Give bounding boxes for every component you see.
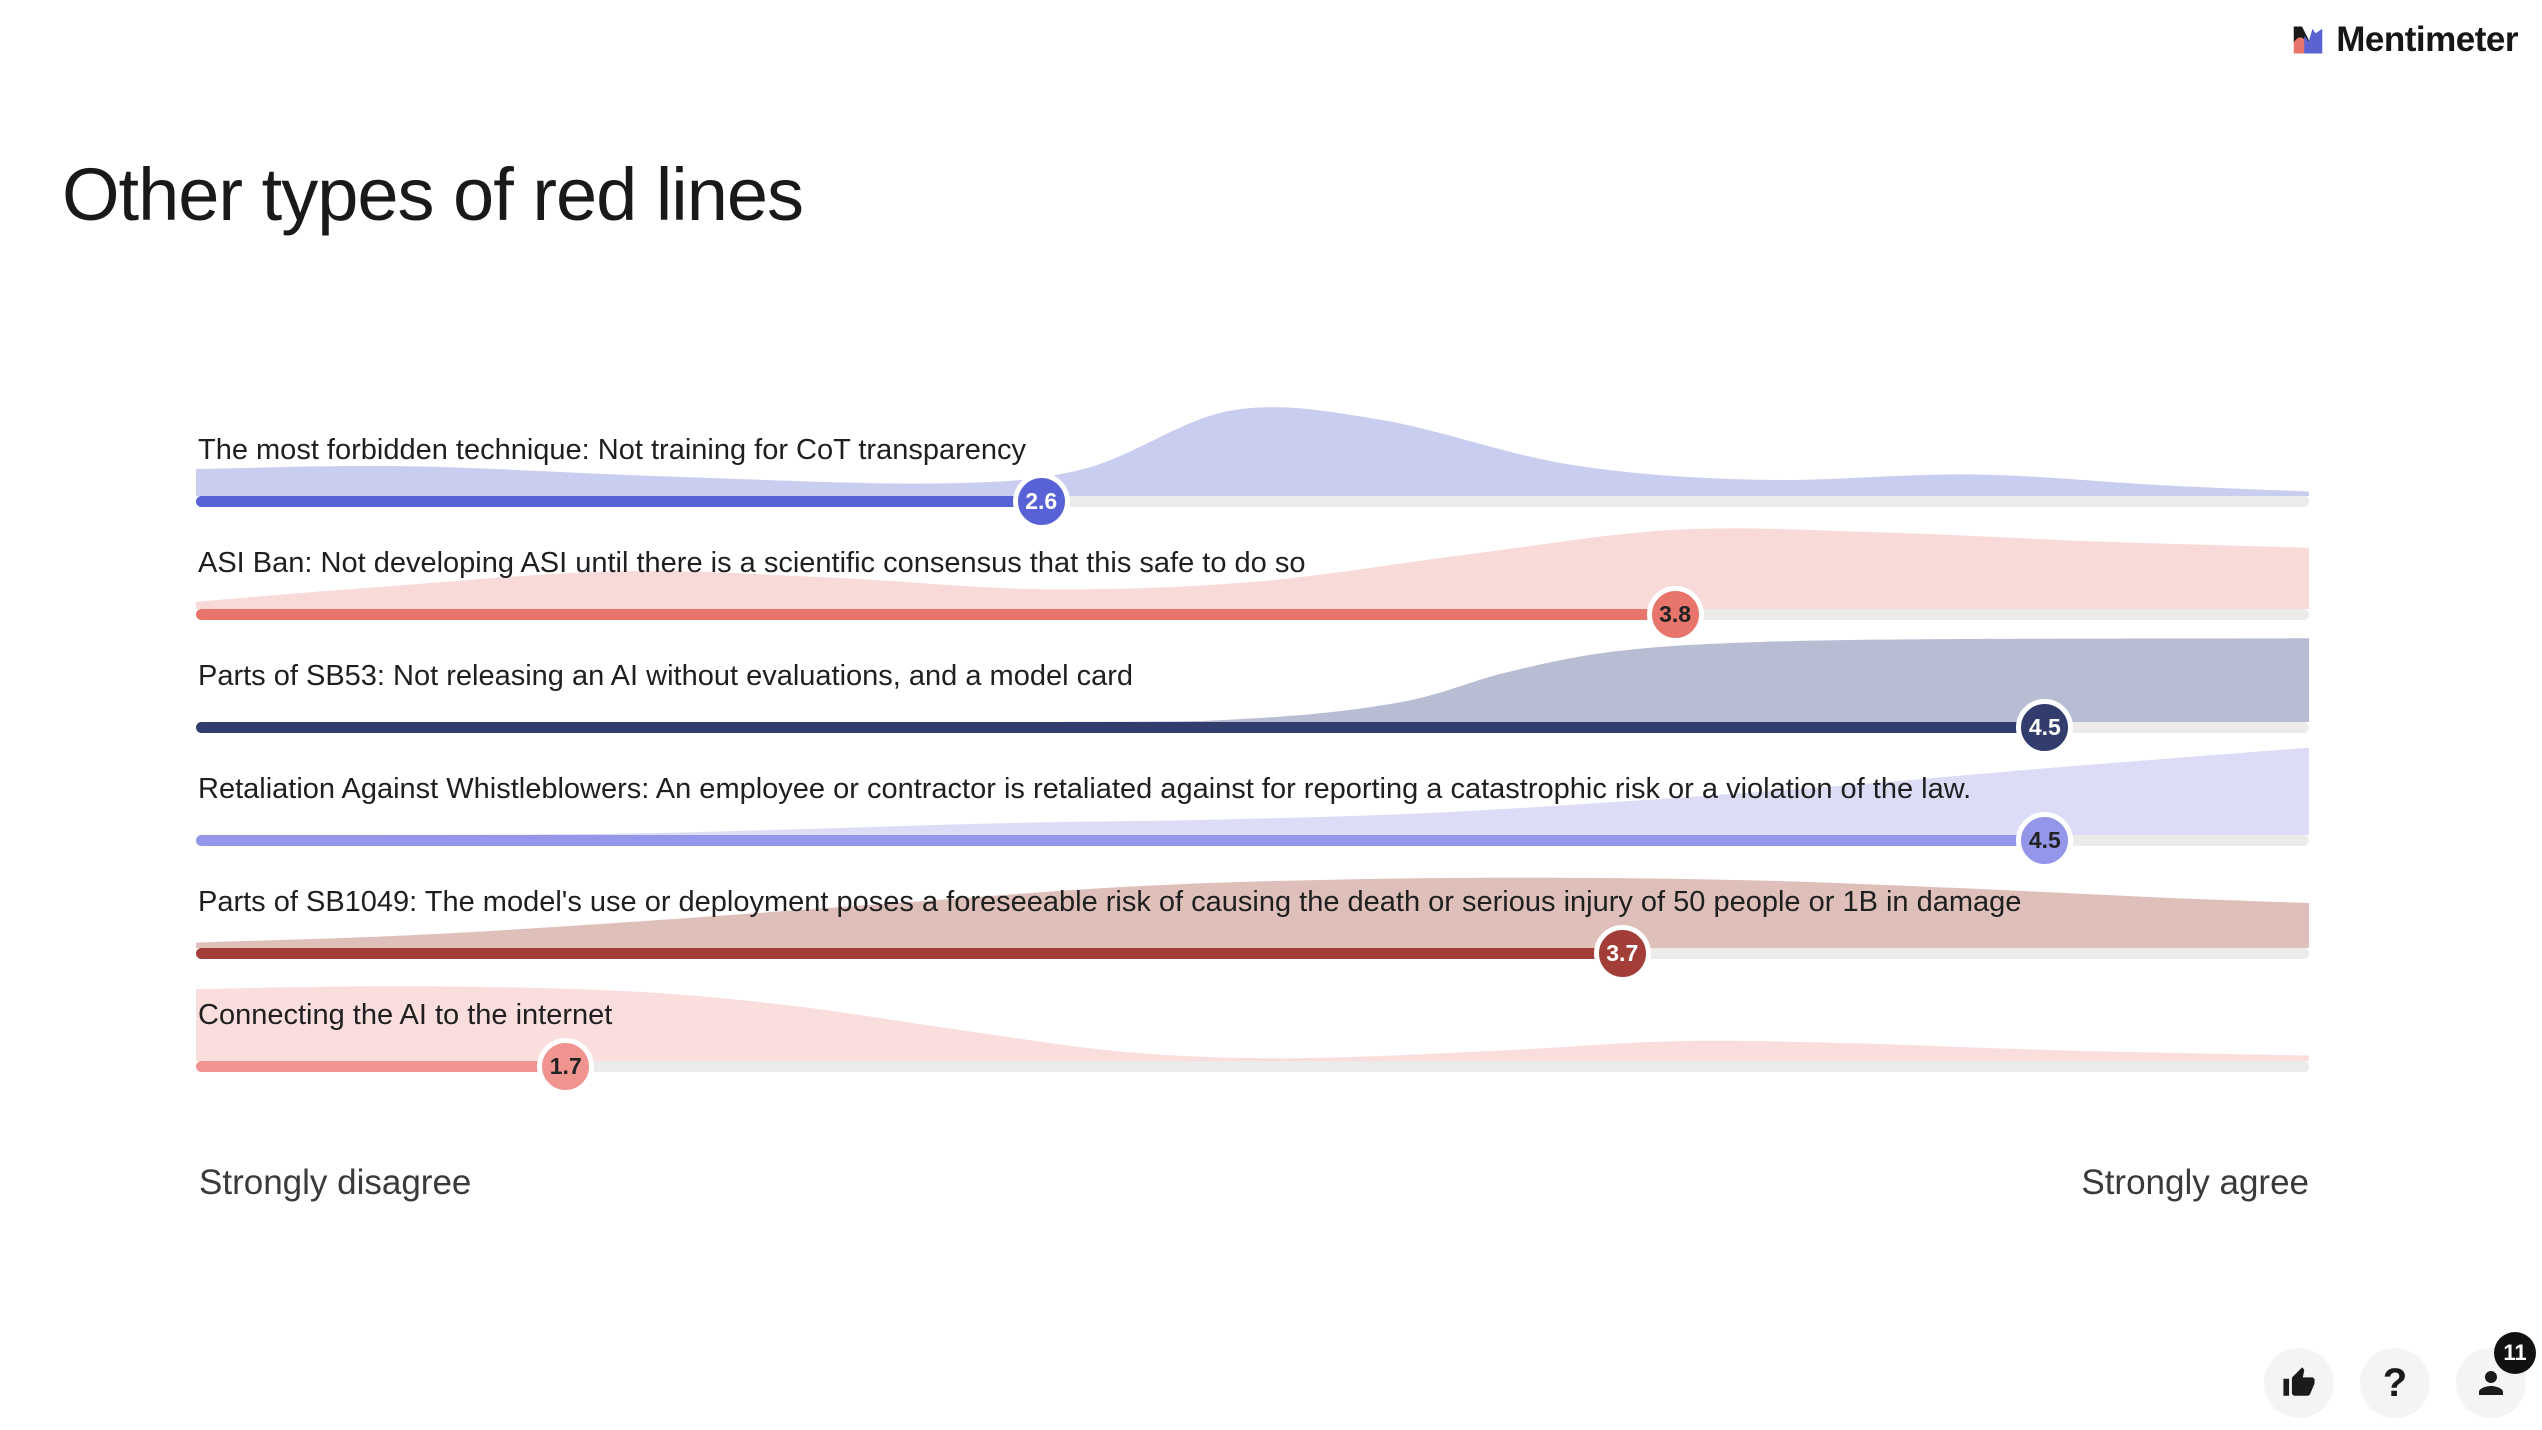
slider-label: The most forbidden technique: Not traini… — [198, 434, 1027, 466]
like-button[interactable] — [2264, 1348, 2334, 1418]
slider-fill — [196, 496, 1042, 507]
page-title: Other types of red lines — [62, 153, 804, 236]
slider-fill — [196, 835, 2045, 846]
mentimeter-logo-mark — [2294, 26, 2323, 54]
slider-row: Retaliation Against Whistleblowers: An e… — [196, 737, 2309, 869]
average-badge: 2.6 — [1012, 473, 1070, 530]
slider-row: Connecting the AI to the internet 1.7 — [196, 963, 2309, 1095]
slider-label: Connecting the AI to the internet — [198, 999, 613, 1031]
distribution-curve — [196, 747, 2309, 835]
mentimeter-logo: Mentimeter — [2290, 20, 2518, 60]
participants-button[interactable]: 11 — [2456, 1332, 2536, 1418]
average-badge: 3.7 — [1593, 925, 1651, 982]
average-badge: 1.7 — [537, 1038, 595, 1095]
thumbs-up-icon — [2283, 1367, 2315, 1396]
slider-row: Parts of SB1049: The model's use or depl… — [196, 850, 2309, 982]
question-mark-icon: ? — [2382, 1360, 2408, 1405]
slider-track — [196, 1061, 2309, 1072]
slider-fill — [196, 609, 1676, 620]
slider-row: The most forbidden technique: Not traini… — [196, 398, 2309, 530]
distribution-curve — [196, 986, 2309, 1061]
footer-buttons: ? 11 — [2264, 1332, 2536, 1418]
average-badge: 3.8 — [1646, 586, 1704, 643]
axis-label-min: Strongly disagree — [199, 1163, 472, 1202]
slider-label: Parts of SB53: Not releasing an AI witho… — [198, 660, 1133, 692]
average-badge: 4.5 — [2016, 812, 2074, 869]
slider-fill — [196, 1061, 566, 1072]
slider-fill — [196, 948, 1623, 959]
person-icon — [2479, 1371, 2503, 1395]
slider-label: Parts of SB1049: The model's use or depl… — [198, 886, 2022, 918]
average-badge: 4.5 — [2016, 699, 2074, 756]
help-button[interactable]: ? — [2360, 1348, 2430, 1418]
distribution-curve — [196, 407, 2309, 496]
slider-track — [196, 496, 2309, 507]
distribution-curve — [196, 638, 2309, 722]
participants-count-badge: 11 — [2494, 1332, 2536, 1374]
slider-row: ASI Ban: Not developing ASI until there … — [196, 511, 2309, 643]
slider-row: Parts of SB53: Not releasing an AI witho… — [196, 624, 2309, 756]
slider-fill — [196, 722, 2045, 733]
slider-label: ASI Ban: Not developing ASI until there … — [198, 547, 1306, 579]
distribution-curve — [196, 528, 2309, 609]
sliders-chart: The most forbidden technique: Not traini… — [196, 398, 2309, 1095]
distribution-curve — [196, 877, 2309, 948]
slider-label: Retaliation Against Whistleblowers: An e… — [198, 773, 1972, 805]
axis-labels: Strongly disagree Strongly agree — [199, 1163, 2309, 1203]
brand-name: Mentimeter — [2336, 20, 2518, 59]
axis-label-max: Strongly agree — [2081, 1163, 2309, 1202]
